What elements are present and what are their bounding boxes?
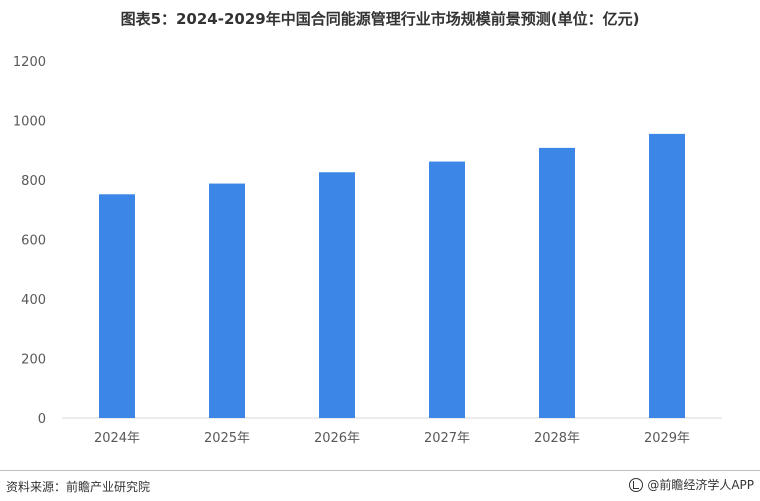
bar xyxy=(99,194,135,418)
y-tick-label: 800 xyxy=(21,174,46,189)
brand-logo-icon xyxy=(629,477,644,492)
bar xyxy=(539,147,575,418)
x-tick-label: 2025年 xyxy=(204,431,250,446)
y-tick-label: 1000 xyxy=(13,115,46,130)
x-tick-label: 2028年 xyxy=(534,431,580,446)
x-tick-label: 2029年 xyxy=(644,431,690,446)
y-tick-label: 200 xyxy=(21,353,46,368)
y-tick-label: 1200 xyxy=(13,55,46,70)
bar xyxy=(649,133,685,418)
footer-divider xyxy=(0,470,760,471)
y-tick-label: 600 xyxy=(21,234,46,249)
bar xyxy=(319,172,355,418)
bar-chart: 0 200 400 600 800 1000 1200 2024年 2025年 2026年 2027… xyxy=(13,55,722,446)
footer: 资料来源：前瞻产业研究院 @前瞻经济学人APP xyxy=(0,470,760,501)
source-note: 资料来源：前瞻产业研究院 xyxy=(6,480,151,494)
bar xyxy=(429,161,465,418)
x-tick-label: 2026年 xyxy=(314,431,360,446)
x-tick-label: 2027年 xyxy=(424,431,470,446)
brand-credit: @前瞻经济学人APP xyxy=(629,476,754,493)
brand-text: @前瞻经济学人APP xyxy=(647,478,754,492)
y-tick-label: 0 xyxy=(38,412,46,427)
chart-title: 图表5：2024-2029年中国合同能源管理行业市场规模前景预测(单位：亿元) xyxy=(120,10,640,28)
bar xyxy=(209,183,245,418)
y-tick-label: 400 xyxy=(21,293,46,308)
x-tick-label: 2024年 xyxy=(94,431,140,446)
